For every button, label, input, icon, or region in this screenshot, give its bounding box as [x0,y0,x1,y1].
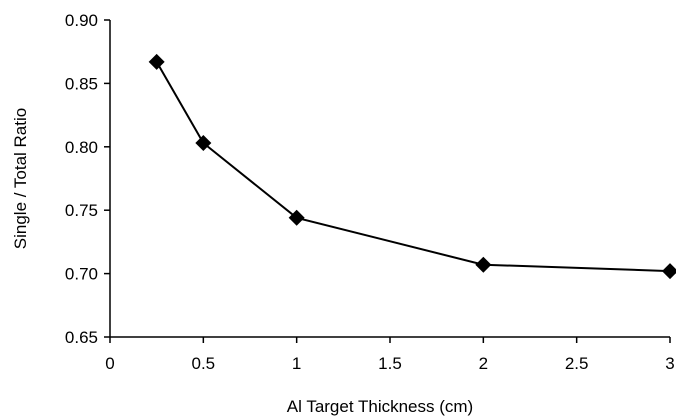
series [148,53,676,280]
y-tick-label: 0.90 [65,11,98,30]
data-point-diamond [662,263,676,280]
x-tick-label: 2 [479,354,488,373]
series-line [155,61,671,273]
x-axis-label: Al Target Thickness (cm) [287,397,473,416]
x-tick-label: 3 [665,354,674,373]
x-tick-label: 1.5 [378,354,402,373]
x-ticks: 0 0.5 1 1.5 2 2.5 3 [105,337,675,373]
x-tick-label: 0 [105,354,114,373]
y-ticks: 0.65 0.70 0.75 0.80 0.85 0.90 [65,11,110,347]
y-tick-label: 0.70 [65,265,98,284]
y-axis-label: Single / Total Ratio [11,108,30,249]
axes [109,20,670,338]
x-tick-label: 2.5 [565,354,589,373]
data-point-diamond [195,134,212,151]
x-tick-label: 0.5 [192,354,216,373]
data-point-diamond [475,256,492,273]
y-tick-label: 0.65 [65,328,98,347]
y-tick-label: 0.85 [65,74,98,93]
x-tick-label: 1 [292,354,301,373]
y-tick-label: 0.80 [65,138,98,157]
data-point-diamond [148,53,165,70]
y-tick-label: 0.75 [65,201,98,220]
data-point-diamond [288,209,305,226]
